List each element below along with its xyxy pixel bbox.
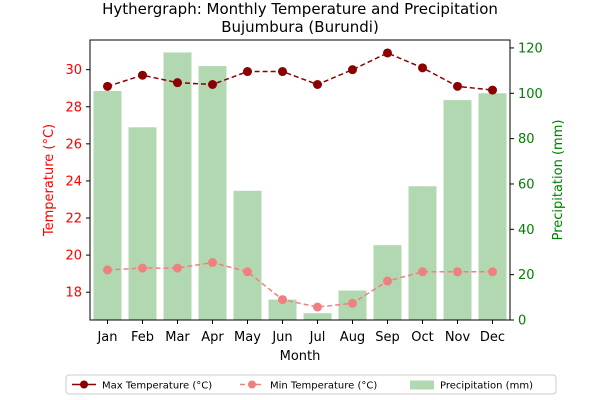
x-tick-label: Sep: [375, 330, 400, 345]
x-axis: Jan Feb Mar Apr May Jun Jul Aug Sep Oct Nov Dec: [96, 320, 505, 345]
chart-title: Hythergraph: Monthly Temperature and Pre…: [102, 0, 498, 18]
min-temperature-point: [138, 263, 147, 273]
legend-marker: [80, 380, 88, 389]
max-temperature-point: [383, 48, 392, 58]
max-temperature-point: [208, 80, 217, 90]
max-temperature-line: [107, 52, 493, 91]
x-tick-label: Apr: [201, 330, 224, 345]
max-temperature-point: [138, 70, 147, 80]
min-temperature-point: [488, 267, 497, 277]
precipitation-bar: [93, 91, 122, 320]
max-temperature-point: [453, 81, 462, 91]
y-left-tick-label: 22: [65, 212, 82, 227]
x-tick-label: Aug: [340, 330, 365, 345]
y-left-tick-label: 24: [65, 174, 82, 189]
x-axis-label: Month: [280, 349, 321, 364]
min-temperature-point: [173, 263, 182, 273]
min-temperature-point: [313, 302, 322, 312]
max-temperature-point: [103, 81, 112, 91]
precipitation-bar: [303, 313, 332, 320]
max-temperature-point: [418, 63, 427, 73]
min-temperature-line: [107, 261, 493, 308]
y-right-tick-label: 40: [518, 223, 535, 238]
legend: Max Temperature (°C) Min Temperature (°C)…: [65, 374, 557, 395]
y-axis-left: 18 20 22 24 26 28 30: [65, 63, 90, 301]
precipitation-bar: [163, 52, 192, 320]
y-left-tick-label: 28: [65, 100, 82, 115]
y-right-tick-label: 20: [518, 268, 535, 283]
x-tick-label: Jul: [309, 330, 326, 345]
min-temperature-point: [383, 276, 392, 286]
precipitation-bar: [408, 186, 437, 320]
precipitation-bar: [198, 66, 227, 320]
y-axis-right-label: Precipitation (mm): [551, 120, 566, 241]
min-temperature-point: [103, 265, 112, 275]
plot-frame: [89, 39, 511, 321]
precipitation-bars: [93, 52, 507, 321]
x-tick-label: Jan: [96, 330, 117, 345]
x-tick-label: Dec: [480, 330, 505, 345]
precipitation-bar: [233, 190, 262, 320]
max-temperature-point: [278, 67, 287, 77]
precipitation-bar: [268, 299, 297, 320]
max-temperature-point: [313, 80, 322, 90]
legend-label: Max Temperature (°C): [102, 381, 212, 392]
precipitation-bar: [443, 100, 472, 321]
min-temperature-point: [453, 267, 462, 277]
max-temperature-point: [243, 67, 252, 77]
temperature-lines: [103, 48, 497, 312]
y-axis-left-label: Temperature (°C): [42, 124, 57, 237]
y-right-tick-label: 0: [518, 314, 526, 329]
x-tick-label: May: [234, 330, 261, 345]
precipitation-bar: [478, 93, 507, 320]
max-temperature-point: [173, 78, 182, 88]
min-temperature-point: [208, 258, 217, 268]
x-tick-label: Feb: [131, 330, 154, 345]
y-right-tick-label: 100: [518, 87, 543, 102]
min-temperature-point: [243, 267, 252, 277]
min-temperature-point: [418, 267, 427, 277]
y-axis-right: 0 20 40 60 80 100 120: [510, 41, 543, 329]
y-left-tick-label: 20: [65, 249, 82, 264]
x-tick-label: Nov: [445, 330, 471, 345]
precipitation-bar: [128, 127, 157, 321]
min-temperature-point: [348, 298, 357, 308]
max-temperature-point: [488, 85, 497, 95]
x-tick-label: Jun: [271, 330, 292, 345]
legend-label: Precipitation (mm): [440, 381, 533, 392]
y-left-tick-label: 18: [65, 286, 82, 301]
x-tick-label: Oct: [411, 330, 433, 345]
min-temperature-point: [278, 295, 287, 305]
legend-marker: [248, 380, 256, 389]
legend-label: Min Temperature (°C): [270, 381, 377, 392]
y-right-tick-label: 120: [518, 41, 543, 56]
max-temperature-point: [348, 65, 357, 75]
y-right-tick-label: 60: [518, 177, 535, 192]
y-left-tick-label: 26: [65, 137, 82, 152]
y-left-tick-label: 30: [65, 63, 82, 78]
legend-bar-swatch: [410, 380, 434, 390]
chart-subtitle: Bujumbura (Burundi): [221, 18, 379, 36]
x-tick-label: Mar: [165, 330, 190, 345]
y-right-tick-label: 80: [518, 132, 535, 147]
